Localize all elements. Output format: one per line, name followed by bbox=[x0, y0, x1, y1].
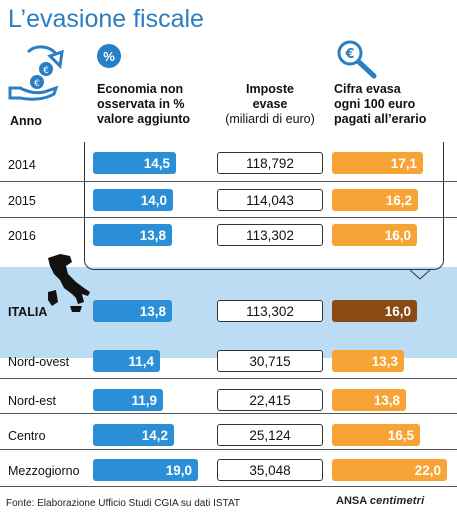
header-cifra-line2: ogni 100 euro bbox=[334, 97, 416, 111]
row-label: Nord-est bbox=[8, 394, 56, 408]
row-label: Centro bbox=[8, 429, 46, 443]
imposte-value: 35,048 bbox=[217, 459, 323, 481]
row-label: 2014 bbox=[8, 158, 36, 172]
cifra-bar: 13,8 bbox=[332, 389, 406, 411]
imposte-value: 22,415 bbox=[217, 389, 323, 411]
row-label: ITALIA bbox=[8, 305, 48, 319]
row-label: 2015 bbox=[8, 194, 36, 208]
row-label: Nord-ovest bbox=[8, 355, 70, 369]
economia-bar: 13,8 bbox=[93, 224, 172, 246]
header-economia: Economia non osservata in % valore aggiu… bbox=[97, 82, 190, 127]
brand-centimetri: centimetri bbox=[369, 495, 425, 507]
row-divider bbox=[0, 486, 457, 487]
economia-bar: 13,8 bbox=[93, 300, 172, 322]
row-divider bbox=[0, 449, 457, 450]
imposte-value: 118,792 bbox=[217, 152, 323, 174]
header-imposte-line1: Imposte bbox=[246, 82, 294, 96]
header-economia-line1: Economia non bbox=[97, 82, 184, 96]
row-divider bbox=[0, 181, 457, 182]
row-divider bbox=[0, 378, 457, 379]
row-label: 2016 bbox=[8, 229, 36, 243]
imposte-value: 114,043 bbox=[217, 189, 323, 211]
imposte-value: 30,715 bbox=[217, 350, 323, 372]
cifra-bar: 22,0 bbox=[332, 459, 447, 481]
italy-map-icon bbox=[48, 254, 90, 312]
brand-logo: ANSA centimetri bbox=[336, 495, 424, 507]
percent-icon: % bbox=[97, 44, 121, 68]
money-hand-icon: € € bbox=[8, 45, 64, 101]
economia-bar: 11,4 bbox=[93, 350, 160, 372]
cifra-bar: 16,0 bbox=[332, 300, 417, 322]
economia-bar: 14,0 bbox=[93, 189, 173, 211]
header-imposte-unit: (miliardi di euro) bbox=[225, 112, 315, 126]
header-imposte-line2: evase bbox=[252, 97, 288, 111]
brand-ansa: ANSA bbox=[336, 495, 367, 507]
callout-bracket bbox=[84, 142, 444, 270]
header-economia-line3: valore aggiunto bbox=[97, 112, 191, 126]
cifra-bar: 16,0 bbox=[332, 224, 417, 246]
cifra-bar: 17,1 bbox=[332, 152, 423, 174]
callout-pointer bbox=[410, 269, 431, 280]
euro-symbol: € bbox=[344, 47, 354, 62]
svg-text:€: € bbox=[43, 66, 49, 76]
header-cifra-line3: pagati all’erario bbox=[334, 112, 427, 126]
header-cifra: Cifra evasa ogni 100 euro pagati all’era… bbox=[334, 82, 426, 127]
imposte-value: 25,124 bbox=[217, 424, 323, 446]
svg-text:€: € bbox=[34, 79, 40, 89]
header-imposte: Imposte evase (miliardi di euro) bbox=[210, 82, 330, 127]
economia-bar: 14,2 bbox=[93, 424, 174, 446]
economia-bar: 19,0 bbox=[93, 459, 198, 481]
page-title: L’evasione fiscale bbox=[8, 5, 204, 33]
source-note: Fonte: Elaborazione Ufficio Studi CGIA s… bbox=[6, 498, 240, 509]
magnifier-euro-icon: € bbox=[337, 40, 377, 79]
header-anno: Anno bbox=[10, 114, 42, 128]
imposte-value: 113,302 bbox=[217, 300, 323, 322]
header-economia-line2: osservata in % bbox=[97, 97, 185, 111]
row-divider bbox=[0, 413, 457, 414]
cifra-bar: 16,2 bbox=[332, 189, 418, 211]
economia-bar: 14,5 bbox=[93, 152, 176, 174]
header-cifra-line1: Cifra evasa bbox=[334, 82, 401, 96]
row-divider bbox=[0, 217, 457, 218]
imposte-value: 113,302 bbox=[217, 224, 323, 246]
row-label: Mezzogiorno bbox=[8, 464, 80, 478]
cifra-bar: 13,3 bbox=[332, 350, 404, 372]
economia-bar: 11,9 bbox=[93, 389, 163, 411]
cifra-bar: 16,5 bbox=[332, 424, 420, 446]
